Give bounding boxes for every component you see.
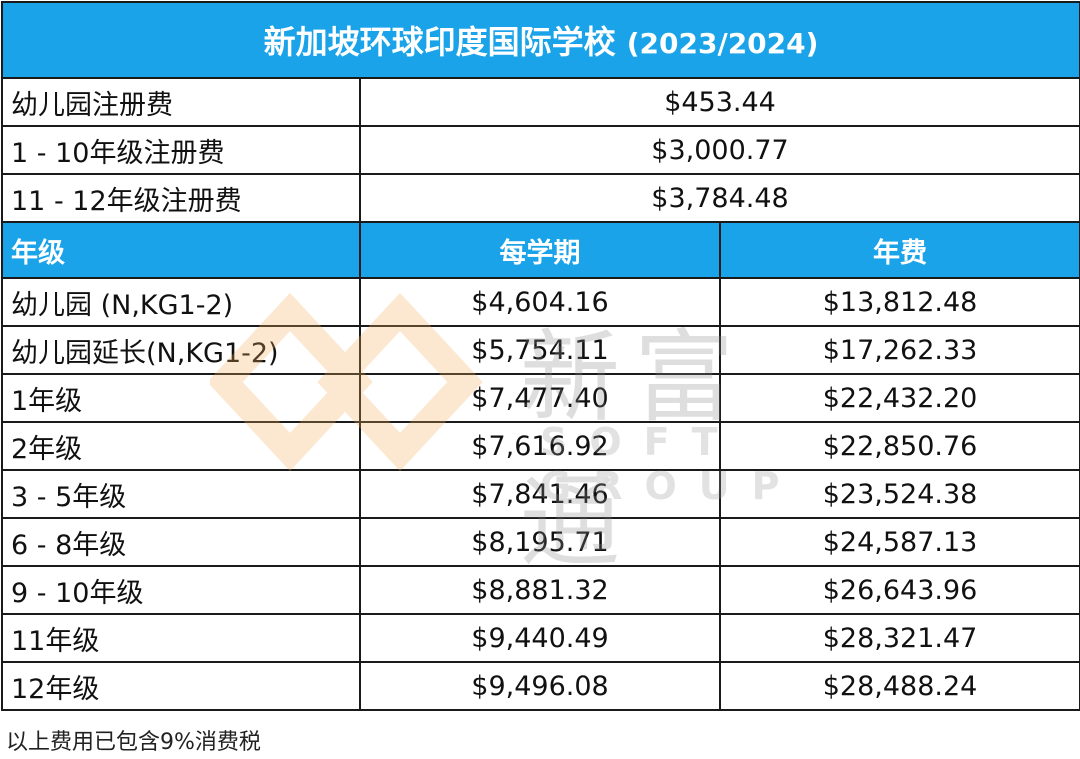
grade-cell: 2年级 <box>1 421 361 471</box>
table-row: 3 - 5年级 $7,841.46 $23,524.38 <box>1 469 1080 519</box>
table-title: 新加坡环球印度国际学校 (2023/2024) <box>0 1 1080 79</box>
annual-cell: $28,321.47 <box>718 613 1080 663</box>
grade-cell: 幼儿园延长(N,KG1-2) <box>1 325 361 375</box>
table-row: 6 - 8年级 $8,195.71 $24,587.13 <box>1 517 1080 567</box>
title-text: 新加坡环球印度国际学校 <box>263 23 616 61</box>
per-term-cell: $9,440.49 <box>359 613 721 663</box>
per-term-cell: $9,496.08 <box>359 661 721 711</box>
grade-cell: 6 - 8年级 <box>1 517 361 567</box>
header-grade: 年级 <box>1 221 361 279</box>
registration-fee: $453.44 <box>358 77 1080 127</box>
per-term-cell: $7,841.46 <box>359 469 721 519</box>
annual-cell: $17,262.33 <box>718 325 1080 375</box>
tax-note: 以上费用已包含9%消费税 <box>6 730 261 755</box>
per-term-cell: $7,616.92 <box>359 421 721 471</box>
table-row: 11年级 $9,440.49 $28,321.47 <box>1 613 1080 663</box>
table-row: 12年级 $9,496.08 $28,488.24 <box>1 661 1080 711</box>
annual-cell: $28,488.24 <box>718 661 1080 711</box>
header-per-term: 每学期 <box>359 221 721 279</box>
per-term-cell: $5,754.11 <box>359 325 721 375</box>
annual-cell: $23,524.38 <box>718 469 1080 519</box>
annual-cell: $22,850.76 <box>718 421 1080 471</box>
table-row: 幼儿园 (N,KG1-2) $4,604.16 $13,812.48 <box>1 277 1080 327</box>
registration-row: 11 - 12年级注册费 $3,784.48 <box>1 173 1080 223</box>
registration-label: 1 - 10年级注册费 <box>1 125 361 175</box>
per-term-cell: $8,195.71 <box>359 517 721 567</box>
annual-cell: $24,587.13 <box>718 517 1080 567</box>
table-row: 1年级 $7,477.40 $22,432.20 <box>1 373 1080 423</box>
per-term-cell: $4,604.16 <box>359 277 721 327</box>
header-annual: 年费 <box>718 221 1080 279</box>
per-term-cell: $8,881.32 <box>359 565 721 615</box>
grade-cell: 3 - 5年级 <box>1 469 361 519</box>
annual-cell: $13,812.48 <box>718 277 1080 327</box>
table-row: 9 - 10年级 $8,881.32 $26,643.96 <box>1 565 1080 615</box>
registration-row: 1 - 10年级注册费 $3,000.77 <box>1 125 1080 175</box>
grade-cell: 12年级 <box>1 661 361 711</box>
registration-label: 11 - 12年级注册费 <box>1 173 361 223</box>
title-row: 新加坡环球印度国际学校 (2023/2024) <box>0 1 1080 79</box>
per-term-cell: $7,477.40 <box>359 373 721 423</box>
registration-fee: $3,000.77 <box>358 125 1080 175</box>
registration-row: 幼儿园注册费 $453.44 <box>1 77 1080 127</box>
title-year: (2023/2024) <box>626 27 819 60</box>
grade-cell: 1年级 <box>1 373 361 423</box>
table-row: 2年级 $7,616.92 $22,850.76 <box>1 421 1080 471</box>
fee-table: 新加坡环球印度国际学校 (2023/2024) 幼儿园注册费 $453.44 1… <box>0 1 1080 711</box>
registration-label: 幼儿园注册费 <box>1 77 361 127</box>
annual-cell: $26,643.96 <box>718 565 1080 615</box>
grade-cell: 9 - 10年级 <box>1 565 361 615</box>
table-row: 幼儿园延长(N,KG1-2) $5,754.11 $17,262.33 <box>1 325 1080 375</box>
annual-cell: $22,432.20 <box>718 373 1080 423</box>
registration-fee: $3,784.48 <box>358 173 1080 223</box>
grade-cell: 11年级 <box>1 613 361 663</box>
column-header-row: 年级 每学期 年费 <box>1 221 1080 279</box>
grade-cell: 幼儿园 (N,KG1-2) <box>1 277 361 327</box>
